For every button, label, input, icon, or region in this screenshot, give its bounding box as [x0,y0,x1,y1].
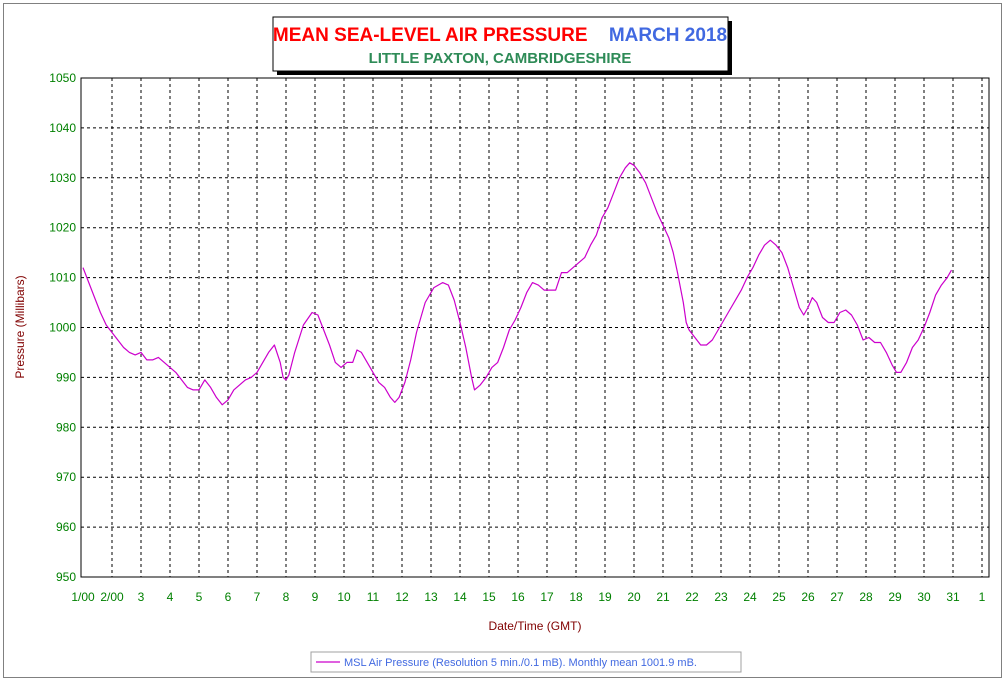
x-tick-label: 12 [395,590,409,604]
y-tick-label: 1000 [49,321,76,335]
y-tick-label: 1010 [49,271,76,285]
x-tick-label: 17 [540,590,554,604]
x-tick-label: 8 [283,590,290,604]
series-layer [82,162,953,406]
x-tick-label: 18 [569,590,583,604]
chart-title-period: MARCH 2018 [609,25,727,46]
x-tick-label: 23 [714,590,728,604]
chart-title-main: MEAN SEA-LEVEL AIR PRESSURE [273,25,588,46]
x-tick-label: 7 [254,590,261,604]
x-tick-label: 1 [979,590,986,604]
chart-subtitle: LITTLE PAXTON, CAMBRIDGESHIRE [369,50,632,67]
x-tick-label: 28 [859,590,873,604]
x-tick-label: 19 [598,590,612,604]
legend-label: MSL Air Pressure (Resolution 5 min./0.1 … [344,657,697,669]
horizontal-gridlines [81,127,989,528]
x-tick-label: 6 [225,590,232,604]
x-tick-label: 2/00 [100,590,124,604]
x-tick-label: 22 [685,590,699,604]
x-tick-label: 29 [888,590,902,604]
y-tick-label: 950 [56,570,76,584]
y-axis-tick-labels: 950 960 970 980 990 1000 1010 1020 1030 1040 1050 [49,71,76,584]
x-tick-label: 20 [627,590,641,604]
x-tick-label: 4 [167,590,174,604]
y-tick-label: 1020 [49,221,76,235]
x-tick-label: 15 [482,590,496,604]
y-tick-label: 1030 [49,171,76,185]
y-tick-label: 980 [56,420,76,434]
x-tick-label: 1/00 [71,590,95,604]
x-tick-label: 14 [453,590,467,604]
x-tick-label: 10 [337,590,351,604]
x-tick-label: 26 [801,590,815,604]
legend-box [310,651,742,673]
y-tick-label: 960 [56,520,76,534]
x-tick-label: 9 [312,590,319,604]
x-tick-label: 31 [946,590,960,604]
series-line [82,162,953,406]
title-box [272,16,729,72]
x-tick-label: 30 [917,590,931,604]
x-tick-label: 25 [772,590,786,604]
x-axis-title: Date/Time (GMT) [489,619,582,633]
x-tick-label: 11 [367,590,380,604]
x-tick-label: 24 [743,590,757,604]
vertical-gridlines [111,78,983,577]
x-tick-label: 16 [511,590,525,604]
y-tick-label: 990 [56,370,76,384]
x-tick-label: 3 [138,590,145,604]
x-tick-label: 21 [656,590,670,604]
y-tick-label: 1040 [49,121,76,135]
y-tick-label: 1050 [49,71,76,85]
x-tick-label: 27 [830,590,844,604]
x-tick-label: 13 [424,590,438,604]
y-tick-label: 970 [56,470,76,484]
x-axis-tick-labels: 1/00 2/00 3 4 5 6 7 8 9 10 11 12 13 14 15 16 17 18 19 20 21 2… [71,590,985,604]
y-axis-title: Pressure (Millibars) [13,275,27,378]
x-tick-label: 5 [196,590,203,604]
chart-title: MEAN SEA-LEVEL AIR PRESSURE MARCH 2018 [273,25,727,46]
plot-area [80,77,990,578]
